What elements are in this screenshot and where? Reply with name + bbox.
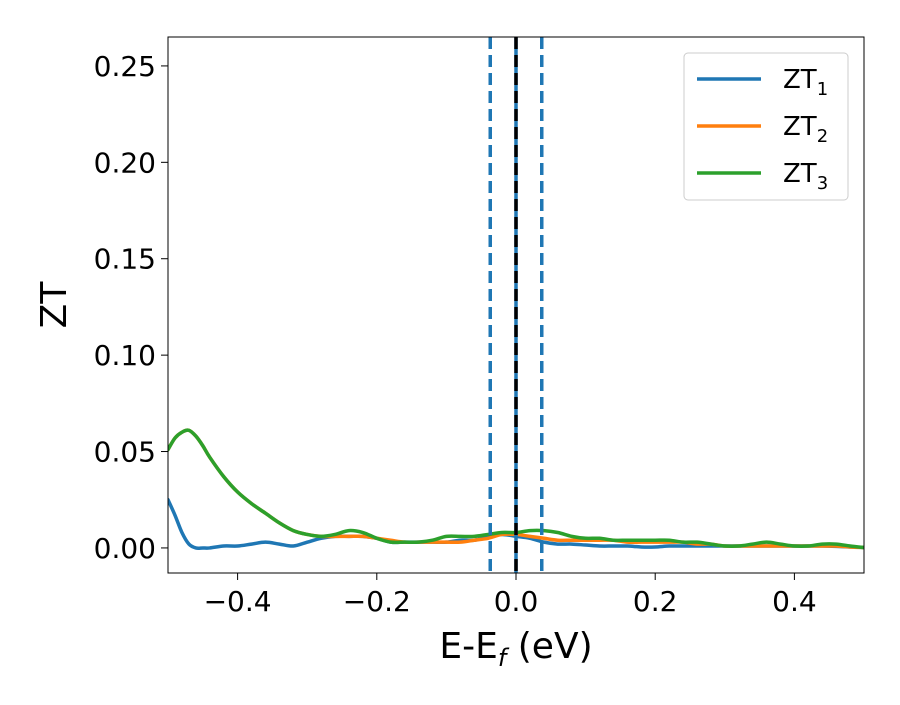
- y-axis: 0.00 0.05 0.10 0.15 0.20 0.25: [94, 50, 168, 565]
- x-tick-label: 0.4: [772, 585, 817, 618]
- legend-label-main: ZT: [783, 112, 817, 142]
- series-group: [168, 428, 864, 550]
- legend-label: ZT2: [783, 112, 828, 147]
- x-axis-label: E-Ef (eV): [439, 626, 592, 672]
- legend-label-main: ZT: [783, 65, 817, 95]
- legend-box: [683, 52, 849, 201]
- y-tick-label: 0.10: [94, 339, 156, 372]
- legend-label: ZT1: [783, 65, 828, 100]
- x-tick-label: −0.4: [204, 585, 272, 618]
- y-tick-label: 0.05: [94, 436, 156, 469]
- y-tick-label: 0.25: [94, 50, 156, 83]
- x-tick-label: 0.0: [494, 585, 539, 618]
- y-tick-label: 0.20: [94, 146, 156, 179]
- x-axis-label-unit: (eV): [506, 626, 592, 667]
- x-axis-label-main: E-E: [439, 626, 497, 667]
- series-line-3: [168, 428, 864, 550]
- x-axis: −0.4 −0.2 0.0 0.2 0.4: [204, 573, 817, 618]
- x-tick-label: −0.2: [343, 585, 411, 618]
- legend-label: ZT3: [783, 159, 828, 194]
- legend-label-subscript: 1: [817, 79, 828, 100]
- legend-label-subscript: 2: [817, 126, 828, 147]
- y-tick-label: 0.00: [94, 532, 156, 565]
- y-tick-label: 0.15: [94, 243, 156, 276]
- y-axis-label: ZT: [34, 281, 75, 329]
- legend-label-subscript: 3: [817, 173, 828, 194]
- reference-lines-group: [488, 37, 544, 573]
- x-tick-label: 0.2: [633, 585, 678, 618]
- legend-label-main: ZT: [783, 159, 817, 189]
